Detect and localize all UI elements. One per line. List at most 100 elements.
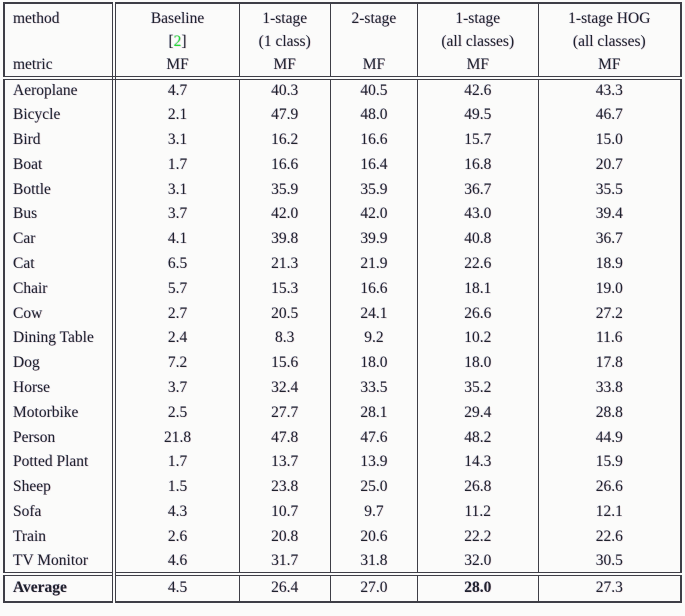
value-cell: 49.5 [416,102,539,128]
value-cell: 30.5 [537,549,682,574]
average-row: Average 4.5 26.4 27.0 28.0 27.3 [3,571,682,602]
value-cell: 16.8 [416,152,539,178]
average-value-cell: 27.3 [537,571,682,602]
value-cell: 3.7 [113,201,240,227]
table-row: Aeroplane 4.7 40.3 40.5 42.6 43.3 [3,78,682,103]
table-row: Train 2.6 20.8 20.6 22.2 22.6 [3,524,682,550]
metric-label: metric [13,56,53,73]
row-label: Person [3,425,117,450]
value-cell: 31.7 [238,549,331,574]
value-cell: 15.3 [238,276,331,302]
value-cell: 20.6 [329,524,418,550]
value-cell: 18.1 [416,276,539,302]
column-subtitle: (1 class) [258,33,311,50]
table-row: Horse 3.7 32.4 33.5 35.2 33.8 [3,375,682,401]
table-row: Sheep 1.5 23.8 25.0 26.8 26.6 [3,474,682,500]
value-cell: 6.5 [113,251,240,277]
header-cell-1stage-all: 1-stage (all classes) MF [416,3,539,80]
row-label: Bird [3,127,117,153]
results-table: method metric Baseline [2] MF 1-stage (1… [3,2,682,603]
row-label: Dog [3,350,117,376]
value-cell: 9.2 [329,325,418,351]
value-cell: 15.7 [416,127,539,153]
value-cell: 13.7 [238,449,331,475]
value-cell: 11.2 [416,499,539,525]
value-cell: 36.7 [537,226,682,252]
value-cell: 35.9 [238,177,331,202]
column-title: 2-stage [351,10,397,27]
average-value-cell: 26.4 [238,571,331,602]
value-cell: 40.3 [238,78,331,103]
value-cell: 47.8 [238,425,331,450]
citation-link[interactable]: 2 [173,33,182,50]
table-row: Cat 6.5 21.3 21.9 22.6 18.9 [3,251,682,277]
row-label: Aeroplane [3,78,117,103]
value-cell: 20.5 [238,301,331,326]
value-cell: 46.7 [537,102,682,128]
value-cell: 16.2 [238,127,331,153]
value-cell: 39.9 [329,226,418,252]
metric-value: MF [466,56,489,73]
table-row: Motorbike 2.5 27.7 28.1 29.4 28.8 [3,400,682,426]
value-cell: 15.0 [537,127,682,153]
value-cell: 4.7 [113,78,240,103]
row-label: Sofa [3,499,117,525]
value-cell: 16.6 [238,152,331,178]
value-cell: 4.1 [113,226,240,252]
row-label: Bottle [3,177,117,202]
value-cell: 29.4 [416,400,539,426]
value-cell: 40.8 [416,226,539,252]
value-cell: 33.5 [329,375,418,401]
table-row: Chair 5.7 15.3 16.6 18.1 19.0 [3,276,682,302]
header-cell-1stage-hog: 1-stage HOG (all classes) MF [537,3,682,80]
header-cell-1stage-1class: 1-stage (1 class) MF [238,3,331,80]
metric-value: MF [598,56,621,73]
value-cell: 2.6 [113,524,240,550]
value-cell: 47.6 [329,425,418,450]
value-cell: 13.9 [329,449,418,475]
column-title: 1-stage [262,10,308,27]
average-value-cell: 27.0 [329,571,418,602]
value-cell: 40.5 [329,78,418,103]
value-cell: 28.8 [537,400,682,426]
citation-bracket-open: [ [168,33,174,50]
table-footer: Average 4.5 26.4 27.0 28.0 27.3 [3,571,682,602]
value-cell: 12.1 [537,499,682,525]
value-cell: 42.0 [329,201,418,227]
value-cell: 9.7 [329,499,418,525]
value-cell: 20.7 [537,152,682,178]
value-cell: 20.8 [238,524,331,550]
table-row: TV Monitor 4.6 31.7 31.8 32.0 30.5 [3,549,682,574]
row-label: Train [3,524,117,550]
method-label: method [13,10,60,27]
row-label: Potted Plant [3,449,117,475]
value-cell: 33.8 [537,375,682,401]
table-row: Car 4.1 39.8 39.9 40.8 36.7 [3,226,682,252]
value-cell: 15.9 [537,449,682,475]
value-cell: 28.1 [329,400,418,426]
value-cell: 21.3 [238,251,331,277]
column-title: Baseline [150,10,205,27]
value-cell: 3.1 [113,177,240,202]
value-cell: 21.8 [113,425,240,450]
value-cell: 14.3 [416,449,539,475]
column-subtitle: (all classes) [572,33,646,50]
value-cell: 11.6 [537,325,682,351]
value-cell: 19.0 [537,276,682,302]
value-cell: 43.0 [416,201,539,227]
row-label: Boat [3,152,117,178]
value-cell: 4.3 [113,499,240,525]
value-cell: 35.5 [537,177,682,202]
value-cell: 39.8 [238,226,331,252]
average-label: Average [3,571,117,602]
value-cell: 27.2 [537,301,682,326]
value-cell: 8.3 [238,325,331,351]
value-cell: 35.9 [329,177,418,202]
value-cell: 36.7 [416,177,539,202]
value-cell: 23.8 [238,474,331,500]
value-cell: 26.6 [416,301,539,326]
value-cell: 10.2 [416,325,539,351]
value-cell: 17.8 [537,350,682,376]
value-cell: 24.1 [329,301,418,326]
row-label: TV Monitor [3,549,117,574]
